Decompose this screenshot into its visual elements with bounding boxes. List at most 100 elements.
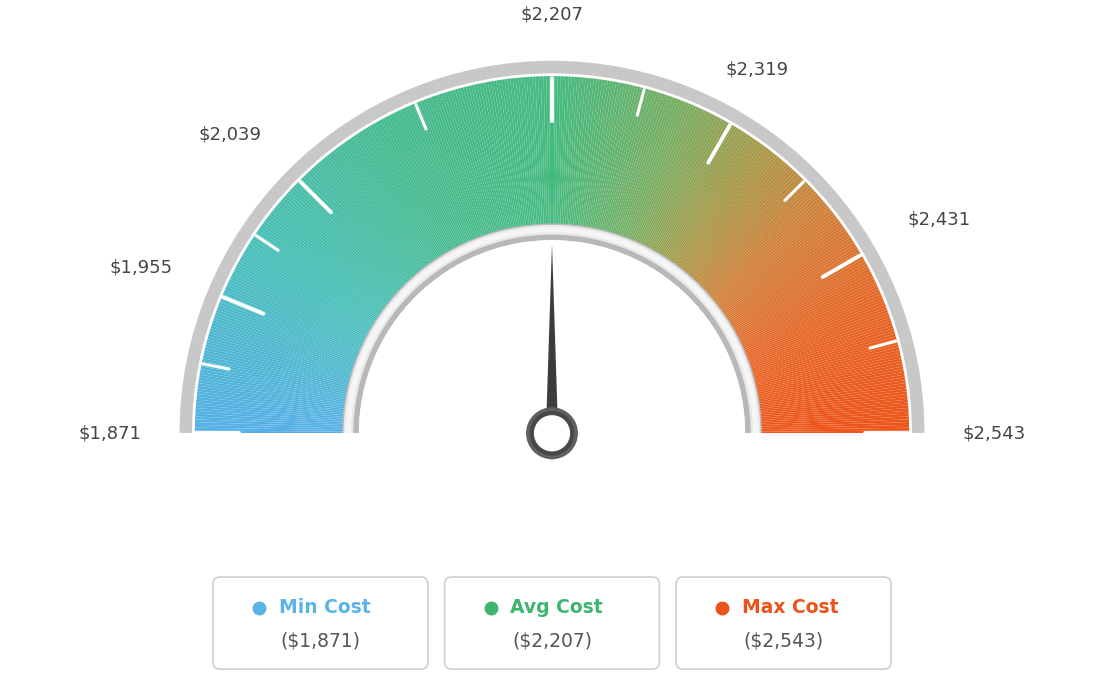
Wedge shape (265, 219, 384, 309)
Wedge shape (397, 110, 463, 245)
Wedge shape (686, 158, 782, 273)
Wedge shape (637, 107, 699, 243)
Wedge shape (309, 169, 411, 279)
Wedge shape (726, 237, 852, 319)
Wedge shape (237, 262, 369, 334)
Wedge shape (746, 302, 885, 358)
Wedge shape (665, 132, 745, 257)
Wedge shape (382, 117, 454, 249)
Wedge shape (673, 143, 762, 264)
Wedge shape (585, 81, 611, 227)
Wedge shape (224, 289, 361, 351)
Wedge shape (755, 347, 900, 384)
Wedge shape (723, 228, 846, 315)
Wedge shape (195, 420, 343, 426)
Wedge shape (510, 78, 529, 226)
Text: Avg Cost: Avg Cost (510, 598, 603, 617)
Wedge shape (749, 313, 889, 364)
Wedge shape (562, 77, 572, 224)
Wedge shape (754, 342, 898, 382)
Wedge shape (442, 92, 489, 235)
Wedge shape (761, 408, 909, 420)
Wedge shape (761, 420, 909, 426)
Wedge shape (760, 383, 906, 406)
Wedge shape (671, 139, 757, 262)
Wedge shape (200, 369, 347, 397)
Wedge shape (728, 239, 853, 321)
Wedge shape (758, 377, 905, 402)
Wedge shape (436, 95, 486, 235)
Wedge shape (211, 326, 352, 372)
Wedge shape (762, 431, 910, 433)
Wedge shape (363, 129, 443, 256)
Wedge shape (311, 167, 413, 279)
Wedge shape (180, 61, 924, 433)
Wedge shape (742, 282, 877, 346)
Wedge shape (474, 84, 508, 229)
Wedge shape (643, 111, 709, 246)
Text: $2,431: $2,431 (907, 210, 970, 228)
Wedge shape (361, 130, 442, 257)
Wedge shape (755, 344, 899, 383)
Wedge shape (482, 83, 512, 228)
Wedge shape (635, 106, 697, 242)
Wedge shape (216, 310, 355, 362)
Wedge shape (373, 123, 448, 253)
Text: ($2,543): ($2,543) (743, 631, 824, 651)
Wedge shape (505, 79, 526, 226)
Wedge shape (751, 320, 892, 368)
Wedge shape (314, 166, 414, 277)
Wedge shape (255, 233, 379, 317)
Wedge shape (708, 195, 820, 295)
Wedge shape (750, 317, 891, 367)
Wedge shape (578, 79, 599, 226)
Wedge shape (195, 411, 343, 422)
Wedge shape (752, 326, 893, 372)
Wedge shape (740, 276, 874, 343)
Wedge shape (553, 76, 558, 224)
Wedge shape (607, 89, 649, 232)
Wedge shape (214, 315, 354, 366)
Circle shape (526, 407, 578, 460)
Wedge shape (499, 79, 522, 226)
Wedge shape (346, 227, 758, 433)
Wedge shape (338, 146, 427, 266)
Wedge shape (684, 157, 779, 272)
Wedge shape (212, 320, 353, 368)
Wedge shape (735, 262, 867, 334)
Wedge shape (252, 237, 378, 319)
Wedge shape (756, 358, 902, 391)
Wedge shape (570, 77, 585, 225)
Wedge shape (342, 143, 431, 264)
Wedge shape (195, 402, 343, 417)
Wedge shape (729, 242, 856, 322)
Wedge shape (758, 380, 905, 404)
Wedge shape (268, 215, 386, 306)
Wedge shape (195, 425, 342, 430)
Wedge shape (447, 91, 492, 233)
Wedge shape (760, 394, 907, 412)
Wedge shape (606, 88, 646, 231)
Wedge shape (750, 315, 890, 366)
Wedge shape (761, 400, 907, 415)
Wedge shape (634, 104, 693, 241)
Wedge shape (618, 95, 668, 235)
Wedge shape (731, 247, 858, 326)
Wedge shape (743, 289, 880, 351)
Wedge shape (254, 235, 378, 318)
Wedge shape (466, 86, 503, 230)
Wedge shape (762, 425, 909, 430)
Wedge shape (556, 76, 563, 224)
Wedge shape (274, 208, 390, 302)
Wedge shape (681, 152, 775, 270)
Wedge shape (460, 88, 500, 231)
Wedge shape (746, 299, 884, 356)
Wedge shape (601, 86, 638, 230)
Wedge shape (421, 100, 477, 239)
Wedge shape (220, 299, 358, 356)
Wedge shape (611, 90, 655, 233)
Wedge shape (215, 313, 355, 364)
Wedge shape (549, 76, 552, 224)
Wedge shape (256, 230, 380, 315)
Wedge shape (622, 97, 673, 237)
